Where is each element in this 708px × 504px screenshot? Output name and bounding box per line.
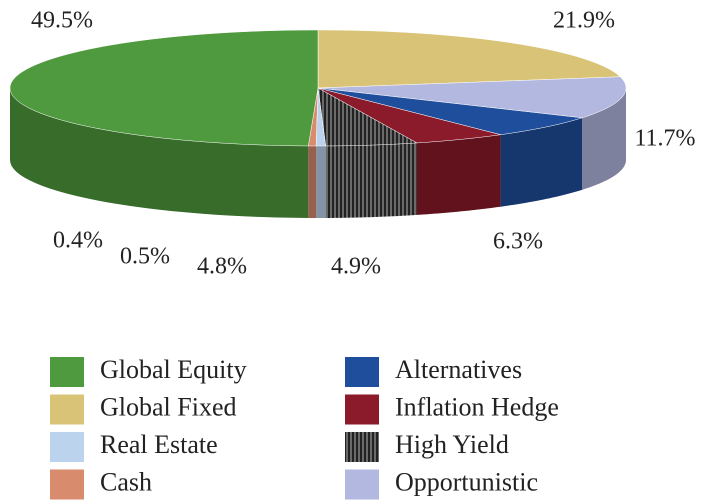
data-label: 49.5% — [31, 8, 93, 34]
data-label: 0.4% — [53, 228, 103, 254]
data-label: 21.9% — [553, 8, 615, 34]
legend-swatch — [345, 394, 379, 425]
legend-label: Inflation Hedge — [395, 392, 559, 421]
data-label: 4.8% — [197, 254, 247, 280]
slice — [317, 87, 583, 135]
slice-side — [10, 88, 309, 218]
legend-label: Real Estate — [100, 430, 218, 459]
slice — [317, 87, 501, 144]
slice — [317, 76, 627, 119]
slice — [9, 29, 319, 147]
legend-swatch — [50, 432, 84, 462]
data-label: 6.3% — [493, 229, 543, 255]
legend-label: Alternatives — [395, 355, 522, 384]
slice-side — [500, 117, 583, 207]
legend-swatch — [50, 394, 84, 425]
legend-label: Global Fixed — [100, 392, 237, 421]
legend-label: Global Equity — [100, 355, 247, 384]
slice-side — [582, 88, 626, 190]
slice — [317, 29, 621, 89]
legend-label: Opportunistic — [395, 467, 538, 496]
legend-swatch — [50, 357, 84, 387]
legend-label: Cash — [100, 467, 152, 496]
data-label: 11.7% — [634, 126, 695, 152]
slice — [317, 87, 418, 147]
slice-side — [308, 145, 317, 218]
slice-side — [416, 134, 501, 215]
legend-swatch — [345, 357, 379, 387]
legend-swatch — [345, 469, 379, 500]
legend-swatch — [345, 432, 379, 462]
slice-side — [325, 142, 417, 218]
data-label: 0.5% — [120, 244, 170, 270]
slice-side — [316, 145, 326, 218]
legend-swatch — [50, 469, 84, 500]
data-label: 4.9% — [331, 254, 381, 280]
legend-label: High Yield — [395, 430, 509, 459]
